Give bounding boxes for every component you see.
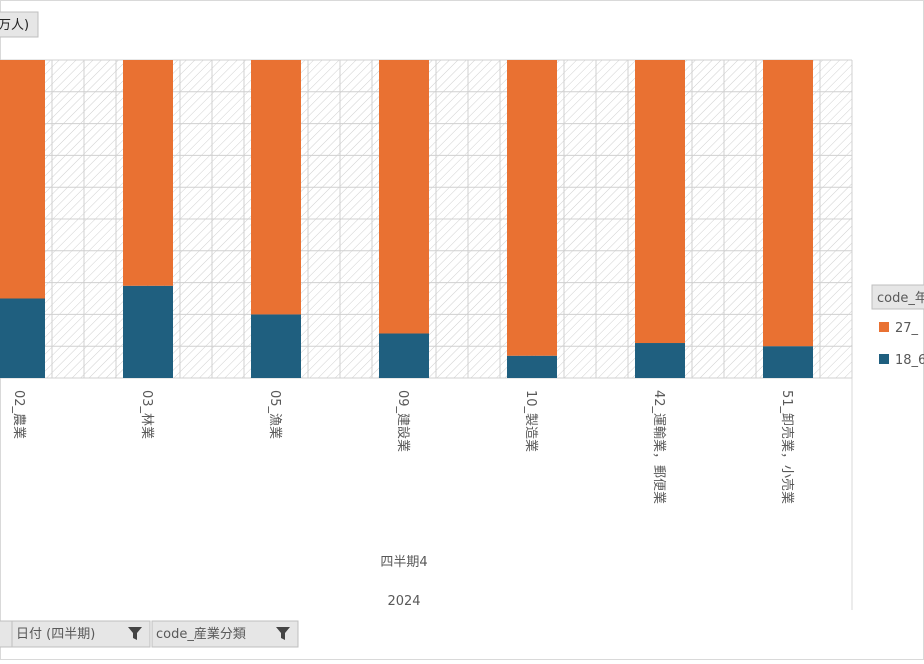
field-button-label: 万人) <box>0 18 29 33</box>
x-group-label: 四半期4 <box>380 555 427 570</box>
x-tick-label: 42_運輸業，郵便業 <box>651 390 667 504</box>
filter-icon <box>128 627 142 640</box>
bar-segment <box>251 60 301 315</box>
x-tick-label: 51_卸売業，小売業 <box>779 390 795 504</box>
x-tick-label: 10_製造業 <box>523 390 539 452</box>
bar-segment <box>507 355 557 378</box>
x-tick-label: 05_漁業 <box>267 390 283 439</box>
legend-swatch <box>879 322 889 332</box>
bar-segment <box>635 60 685 344</box>
filter-icon <box>276 627 290 640</box>
filter-button[interactable] <box>151 620 299 648</box>
legend-title-bg <box>871 284 924 310</box>
bar-segment <box>379 60 429 334</box>
filter-button-label: 日付 (四半期) <box>16 627 95 642</box>
filter-button[interactable] <box>11 620 151 648</box>
filter-button-label: code_産業分類 <box>156 626 246 642</box>
bar-segment <box>635 343 685 378</box>
x-tick-label: 02_農業 <box>11 390 27 439</box>
x-group-label: 2024 <box>387 594 420 609</box>
bar-segment <box>763 60 813 347</box>
legend-title: code_年 <box>877 291 924 306</box>
bar-segment <box>123 285 173 378</box>
field-button[interactable]: 万人) <box>0 11 39 38</box>
bar-segment <box>251 314 301 378</box>
x-tick-label: 03_林業 <box>139 390 155 439</box>
bar-segment <box>0 298 45 378</box>
legend-label: 18_6 <box>895 353 924 368</box>
bar-segment <box>379 333 429 378</box>
bar-segment <box>507 60 557 356</box>
legend-swatch <box>879 354 889 364</box>
x-tick-label: 09_建設業 <box>395 390 411 452</box>
legend-label: 27_ <box>895 321 919 336</box>
bar-segment <box>123 60 173 286</box>
bar-segment <box>0 60 45 299</box>
filter-button[interactable] <box>0 620 13 648</box>
bar-segment <box>763 346 813 378</box>
